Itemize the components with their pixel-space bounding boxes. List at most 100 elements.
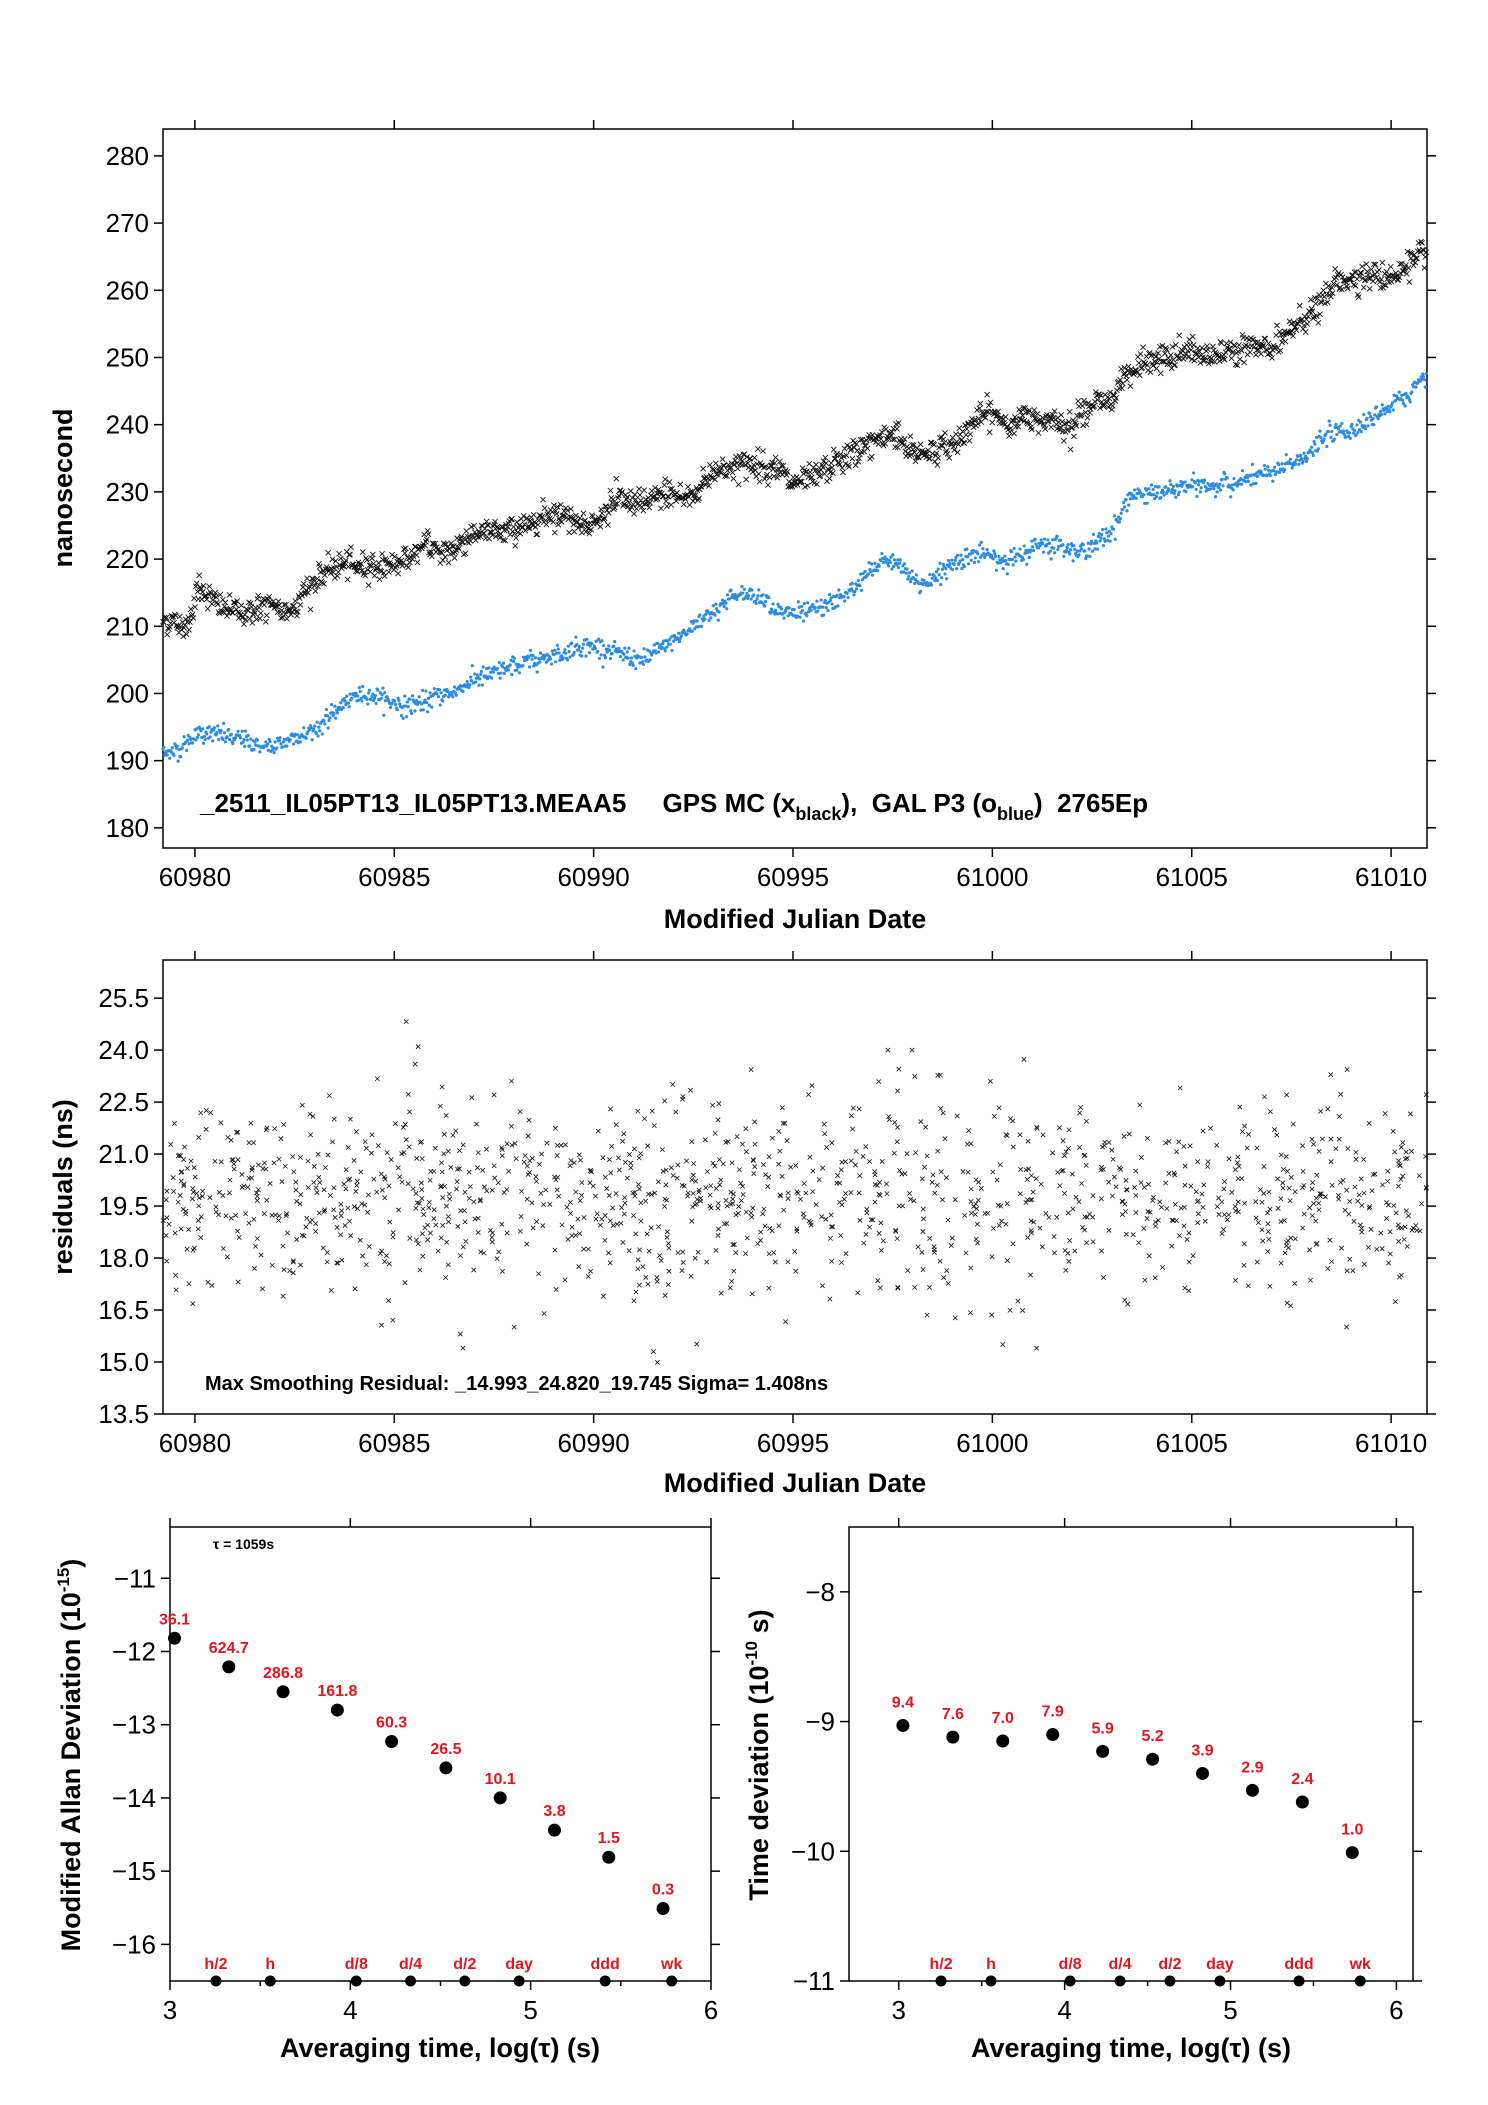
residual-point: [1190, 1253, 1196, 1259]
series-point-gal: [1401, 401, 1406, 406]
residual-point: [281, 1267, 287, 1273]
residual-point: [783, 1319, 789, 1325]
residual-point: [299, 1102, 305, 1108]
residual-point: [1235, 1160, 1240, 1166]
residuals-data: [160, 1019, 1429, 1365]
residual-point: [450, 1132, 456, 1138]
residual-point: [1328, 1136, 1334, 1142]
series-point-gal: [554, 660, 558, 664]
series-point-gal: [977, 543, 982, 547]
series-point-gal: [1075, 549, 1079, 553]
residual-point: [388, 1157, 394, 1163]
series-point-gps: [1075, 398, 1082, 404]
series-point-gal: [1058, 538, 1063, 542]
residual-point: [1181, 1223, 1187, 1229]
residual-point: [694, 1341, 700, 1347]
series-point-gal: [1293, 462, 1298, 466]
residual-point: [885, 1047, 891, 1053]
residual-point: [579, 1192, 585, 1198]
y-tick-label: 230: [106, 477, 149, 507]
series-point-gal: [1191, 471, 1196, 475]
series-point-gal: [1352, 429, 1357, 433]
series-point-gal: [776, 602, 780, 606]
series-point-gps: [1204, 346, 1211, 353]
residual-point: [1400, 1173, 1406, 1179]
residual-point: [1172, 1201, 1178, 1207]
residual-point: [1163, 1180, 1169, 1186]
residual-point: [664, 1234, 670, 1240]
residual-point: [1358, 1176, 1364, 1182]
residual-point: [801, 1215, 807, 1221]
series-point-gal: [196, 733, 200, 737]
series-point-gal: [1359, 430, 1363, 434]
residual-point: [1029, 1197, 1035, 1203]
residual-point: [635, 1181, 641, 1187]
residual-point: [587, 1168, 593, 1174]
series-point-gps: [762, 463, 769, 470]
series-point-gps: [661, 482, 668, 488]
series-point-gal: [1214, 482, 1218, 486]
series-point-gps: [395, 570, 402, 577]
residual-point: [225, 1134, 231, 1140]
series-point-gps: [481, 530, 487, 537]
series-point-gal: [588, 644, 592, 648]
residual-point: [246, 1140, 252, 1146]
series-point-gal: [654, 651, 658, 655]
residual-point: [392, 1121, 398, 1127]
series-point-gps: [909, 442, 916, 448]
residual-point: [837, 1199, 843, 1205]
series-point-gal: [972, 549, 976, 553]
residual-point: [736, 1204, 742, 1209]
residual-point: [673, 1109, 679, 1115]
series-point-gal: [677, 639, 682, 644]
series-point-gal: [1066, 543, 1070, 547]
series-point-gal: [1071, 559, 1075, 563]
residual-point: [1164, 1206, 1170, 1212]
y-tick-label: 260: [106, 275, 149, 305]
residual-point: [1063, 1149, 1069, 1155]
residual-point: [407, 1235, 413, 1241]
series-point-gal: [1239, 476, 1243, 481]
residual-point: [1062, 1153, 1068, 1159]
series-point-gps: [954, 449, 961, 456]
series-point-gal: [325, 714, 329, 718]
series-point-gal: [201, 741, 206, 745]
series-point-gal: [608, 657, 613, 661]
series-point-gps: [742, 461, 749, 468]
series-point-gal: [1112, 514, 1116, 518]
series-point-gps: [584, 520, 591, 527]
residual-point: [853, 1148, 859, 1154]
residual-point: [735, 1210, 741, 1216]
residual-point: [173, 1287, 179, 1293]
series-point-gps: [214, 599, 220, 606]
series-point-gal: [1073, 547, 1077, 551]
residual-point: [1141, 1184, 1147, 1190]
residual-point: [168, 1141, 174, 1147]
residual-point: [440, 1222, 446, 1228]
series-point-gps: [1366, 285, 1373, 292]
series-point-gal: [661, 639, 666, 643]
residual-point: [920, 1267, 926, 1273]
residual-point: [758, 1229, 764, 1235]
series-point-gal: [1372, 423, 1376, 427]
series-point-gal: [806, 610, 811, 614]
series-point-gps: [628, 504, 635, 511]
residual-point: [396, 1207, 402, 1213]
tau-mark-point: [210, 1975, 222, 1987]
residual-point: [1308, 1277, 1314, 1283]
series-point-gps: [685, 483, 691, 490]
residual-point: [680, 1094, 686, 1100]
x-tick-label: 61010: [1355, 862, 1427, 892]
series-point-gal: [1253, 473, 1257, 477]
series-point-gps: [251, 608, 257, 615]
residual-point: [458, 1253, 463, 1259]
series-point-gps: [1328, 293, 1334, 300]
series-point-gps: [1357, 269, 1364, 276]
series-point-gal: [950, 558, 954, 562]
series-point-gal: [1083, 549, 1087, 553]
residual-point: [1407, 1111, 1413, 1117]
residual-point: [688, 1087, 693, 1093]
series-point-gps: [975, 415, 982, 422]
series-point-gal: [376, 688, 380, 692]
timeseries-annotation: _2511_IL05PT13_IL05PT13.MEAA5 GPS MC (xb…: [199, 788, 1148, 824]
